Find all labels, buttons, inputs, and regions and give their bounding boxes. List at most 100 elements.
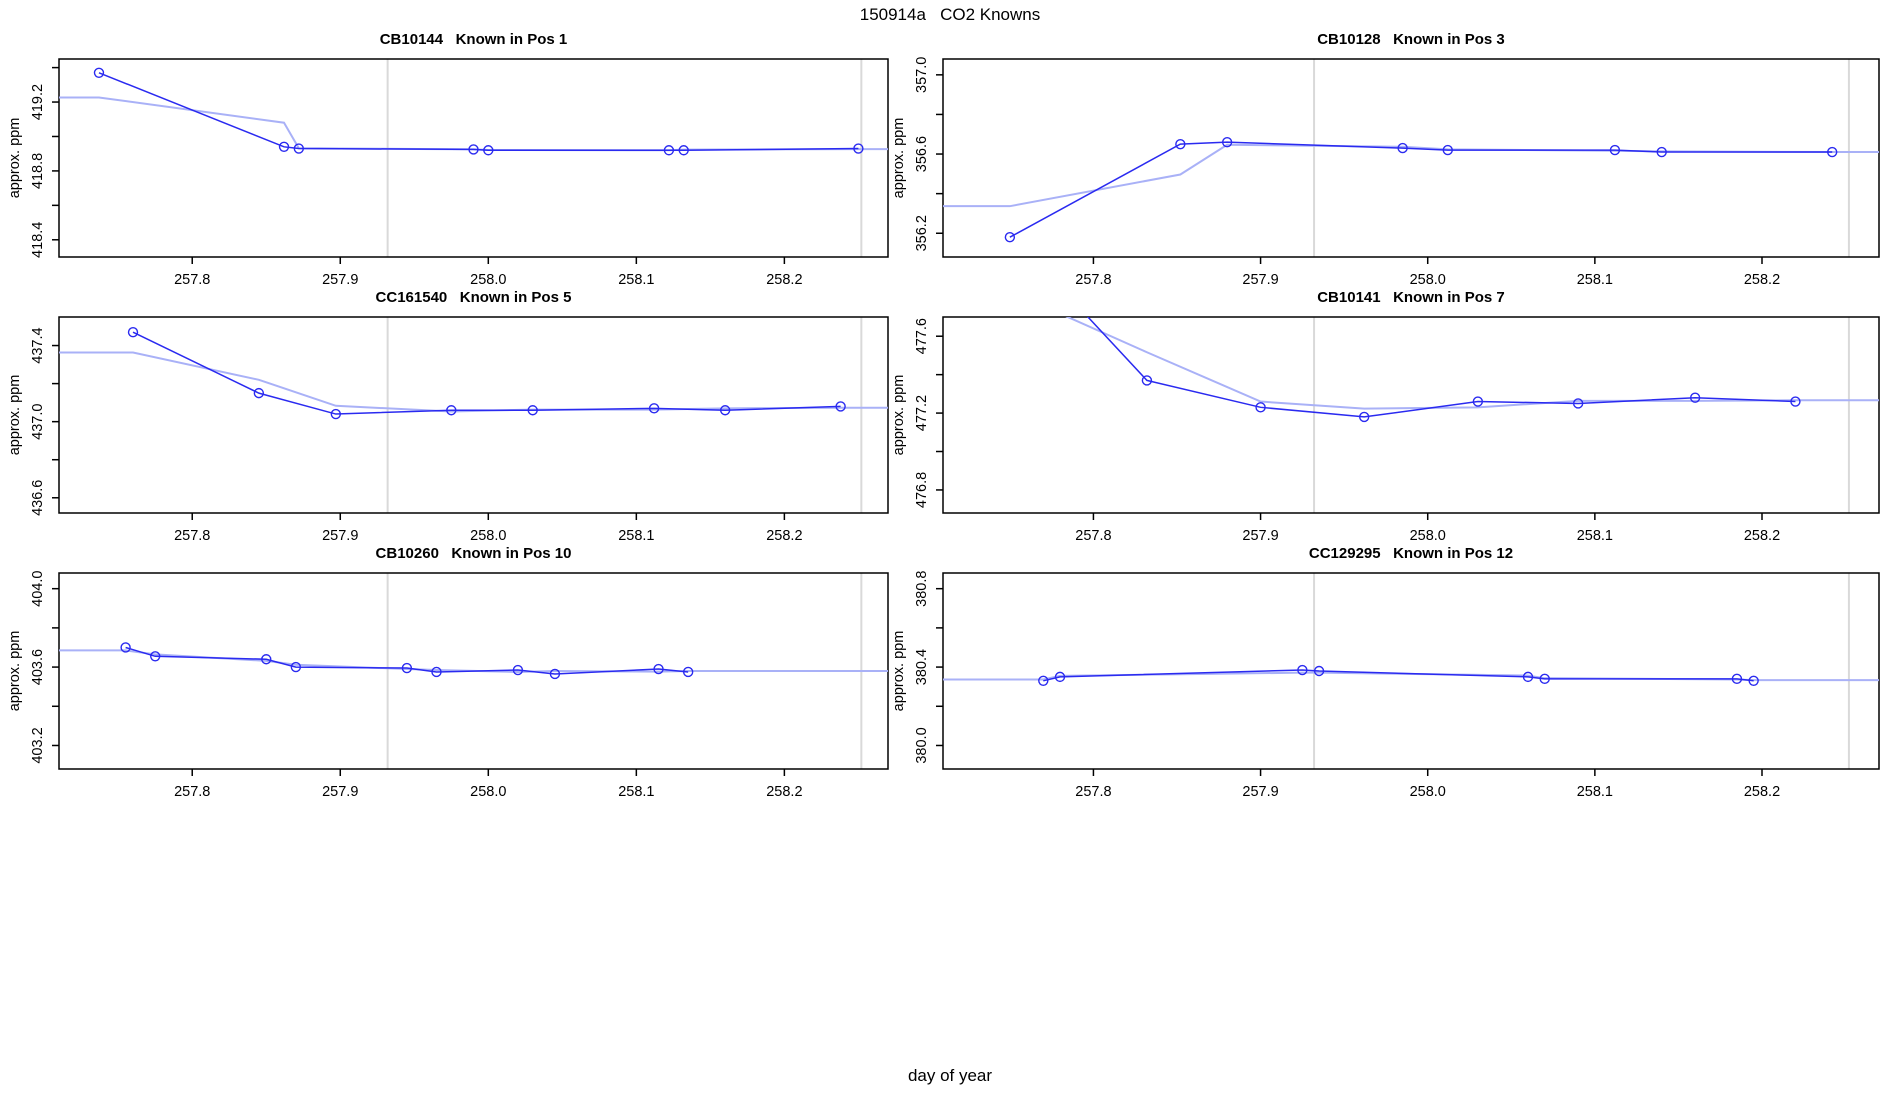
- plot-frame: [942, 58, 1880, 258]
- x-axis-tick-label: 258.2: [766, 272, 802, 288]
- data-layer: [59, 327, 888, 420]
- x-axis-tick-label: 257.9: [1242, 784, 1278, 800]
- x-axis-tick-label: 258.2: [1744, 272, 1780, 288]
- y-axis-tick-label: 418.4: [30, 222, 46, 258]
- y-axis-title: approx. ppm: [7, 118, 23, 199]
- series-line: [98, 72, 859, 152]
- y-axis-tick-label: 404.0: [30, 571, 46, 607]
- y-axis-title: approx. ppm: [7, 631, 23, 712]
- smooth-line: [59, 96, 888, 152]
- x-axis-tick-label: 258.1: [618, 272, 654, 288]
- panel-title: CB10260 Known in Pos 10: [375, 545, 572, 562]
- data-point: [253, 387, 265, 399]
- data-point: [278, 141, 290, 153]
- x-axis-label: day of year: [907, 1066, 993, 1085]
- data-point: [549, 668, 561, 680]
- panel-title: CB10144 Known in Pos 1: [379, 31, 568, 48]
- data-point: [512, 664, 524, 676]
- smooth-line: [59, 649, 888, 673]
- data-point: [1609, 144, 1621, 156]
- data-point: [1175, 138, 1186, 150]
- data-point: [261, 654, 272, 665]
- x-axis-tick-label: 257.9: [1242, 272, 1278, 288]
- chart-panel: 257.8 257.9 258.0 258.1 258.2 436.6 437.0 437.4…: [7, 316, 889, 544]
- y-axis-tick-label: 419.2: [30, 84, 46, 120]
- x-axis-tick-label: 257.8: [174, 528, 210, 544]
- y-axis-tick-label: 380.0: [914, 727, 930, 763]
- y-axis-title: approx. ppm: [891, 118, 907, 199]
- x-axis-tick-label: 258.0: [1410, 272, 1446, 288]
- y-axis-tick-label: 477.2: [914, 395, 930, 431]
- data-layer: [59, 67, 888, 156]
- y-axis-tick-label: 436.6: [30, 480, 46, 516]
- x-axis-tick-label: 258.2: [1744, 784, 1780, 800]
- data-point: [401, 662, 413, 674]
- chart-panel: 257.8 257.9 258.0 258.1 258.2 356.2 356.6 357.0…: [891, 57, 1880, 288]
- x-axis-tick-label: 258.2: [766, 528, 802, 544]
- x-axis-tick-label: 258.1: [1577, 272, 1613, 288]
- series-line: [1043, 669, 1754, 682]
- data-point: [1826, 146, 1838, 158]
- page-title: 150914a CO2 Knowns: [859, 5, 1041, 24]
- x-axis-tick-label: 257.8: [1075, 528, 1111, 544]
- y-axis-title: approx. ppm: [891, 375, 907, 456]
- x-axis-tick-label: 257.8: [174, 784, 210, 800]
- x-axis-tick-label: 258.1: [1577, 784, 1613, 800]
- y-axis-tick-label: 356.6: [914, 136, 930, 172]
- panel-title: CC161540 Known in Pos 5: [375, 289, 572, 306]
- data-point: [653, 663, 664, 675]
- plot-frame: [58, 316, 889, 514]
- data-point: [1731, 673, 1743, 685]
- x-axis-tick-label: 258.0: [470, 272, 506, 288]
- data-point: [330, 408, 342, 420]
- smooth-line: [59, 351, 888, 413]
- y-axis-tick-label: 356.2: [914, 215, 930, 251]
- data-point: [1656, 146, 1667, 158]
- y-axis-tick-label: 357.0: [914, 57, 930, 93]
- data-point: [1522, 671, 1534, 683]
- data-point: [1397, 142, 1408, 154]
- y-axis-tick-label: 476.8: [914, 472, 930, 508]
- x-axis-tick-label: 258.0: [1410, 528, 1446, 544]
- data-point: [293, 143, 305, 154]
- x-axis-tick-label: 257.9: [322, 784, 358, 800]
- plot-frame: [942, 316, 1880, 514]
- series-line: [1009, 141, 1833, 238]
- data-point: [1039, 264, 1048, 273]
- data-point: [1038, 675, 1049, 686]
- y-axis-tick-label: 380.4: [914, 649, 930, 685]
- data-point: [1004, 231, 1016, 243]
- data-point: [678, 145, 689, 156]
- x-axis-tick-label: 257.8: [1075, 272, 1111, 288]
- data-point: [127, 327, 139, 338]
- smooth-line: [1065, 317, 1879, 410]
- plot-frame: [942, 572, 1880, 770]
- series-line: [132, 331, 841, 415]
- data-layer: [943, 664, 1879, 686]
- data-point: [1221, 136, 1233, 148]
- data-point: [853, 143, 864, 154]
- x-axis-tick-label: 257.9: [322, 272, 358, 288]
- data-point: [1689, 392, 1701, 403]
- x-axis-tick-label: 258.2: [1744, 528, 1780, 544]
- data-point: [1054, 671, 1066, 683]
- chart-panel: 257.8 257.9 258.0 258.1 258.2 418.4 418.8 419.2…: [7, 58, 889, 288]
- x-axis-tick-label: 258.0: [470, 528, 506, 544]
- y-axis-title: approx. ppm: [7, 375, 23, 456]
- x-axis-tick-label: 257.9: [322, 528, 358, 544]
- data-point: [1255, 402, 1266, 413]
- y-axis-tick-label: 403.2: [30, 727, 46, 763]
- x-axis-tick-label: 257.8: [174, 272, 210, 288]
- x-axis-tick-label: 257.9: [1242, 528, 1278, 544]
- chart-panel: 257.8 257.9 258.0 258.1 258.2 476.8 477.2 477.6…: [891, 264, 1880, 544]
- data-point: [663, 145, 675, 156]
- data-point: [1539, 673, 1550, 685]
- data-point: [527, 405, 538, 416]
- panel-title: CB10128 Known in Pos 3: [1317, 31, 1505, 48]
- data-point: [1748, 675, 1759, 686]
- y-axis-tick-label: 403.6: [30, 649, 46, 685]
- chart-panel: 257.8 257.9 258.0 258.1 258.2 380.0 380.4 380.8…: [891, 571, 1880, 800]
- panel-title: CC129295 Known in Pos 12: [1308, 545, 1514, 562]
